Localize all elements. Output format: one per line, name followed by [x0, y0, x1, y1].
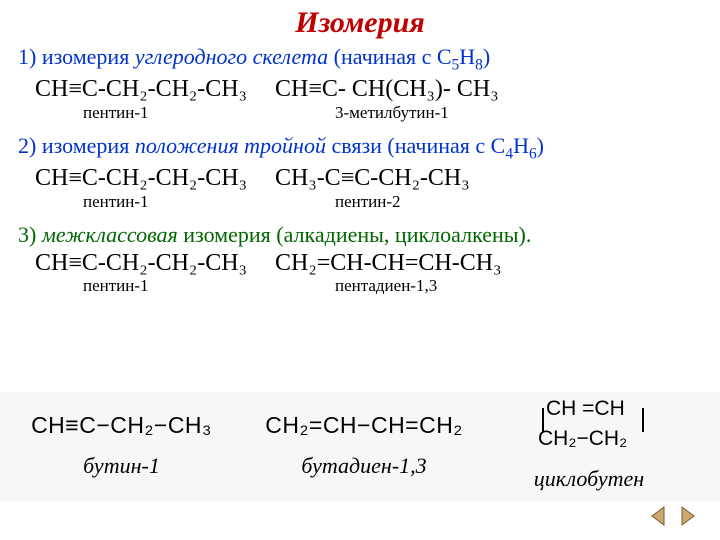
section2-heading: 2) изомерия положения тройной связи (нач…: [0, 123, 720, 165]
section3-heading: 3) межклассовая изомерия (алкадиены, цик…: [0, 212, 720, 250]
section2-end: ): [537, 133, 544, 158]
section3-right-name: пентадиен-1,3: [275, 276, 502, 296]
section1-sub2: 8: [475, 56, 483, 73]
prev-arrow-button[interactable]: [644, 502, 672, 530]
section2-italic: положения тройной: [135, 133, 326, 158]
mol-cyclobutene-structure: CH =CH CH₂−CH₂: [524, 398, 654, 462]
section1-right-name: 3-метилбутин-1: [275, 103, 499, 123]
mol-butyne-formula: CH≡C−CH₂−CH₃: [31, 412, 212, 439]
section1-right-formula: CH≡C- CH(CH₃)- CH₃: [275, 76, 499, 102]
section2-left-formula: CH≡C-CH₂-CH₂-CH₃: [35, 165, 247, 191]
section2-right-formula: CH₃-C≡C-CH₂-CH₃: [275, 165, 470, 191]
mol-butyne-name: бутин-1: [83, 453, 160, 479]
section1-suffix: (начиная с C: [328, 44, 451, 69]
page-title: Изомерия: [0, 0, 720, 40]
mol-butyne: CH≡C−CH₂−CH₃ бутин-1: [14, 398, 229, 479]
section1-heading: 1) изомерия углеродного скелета (начиная…: [0, 40, 720, 76]
section2-right-name: пентин-2: [275, 192, 470, 212]
section3-left-formula: CH≡C-CH₂-CH₂-CH₃: [35, 250, 247, 276]
section1-end: ): [483, 44, 490, 69]
mol-butadiene: CH₂=CH−CH=CH₂ бутадиен-1,3: [229, 398, 499, 479]
section3-right: CH₂=CH-CH=CH-CH₃ пентадиен-1,3: [275, 250, 502, 296]
section2-sub2: 6: [529, 145, 537, 162]
section1-left-formula: CH≡C-CH₂-CH₂-CH₃: [35, 76, 247, 102]
section3-italic: межклассовая: [42, 222, 178, 247]
arrow-right-icon: [676, 504, 700, 528]
section1-left: CH≡C-CH₂-CH₂-CH₃ пентин-1: [35, 76, 247, 122]
section3-formulas: CH≡C-CH₂-CH₂-CH₃ пентин-1 CH₂=CH-CH=CH-C…: [0, 250, 720, 296]
section2-right: CH₃-C≡C-CH₂-CH₃ пентин-2: [275, 165, 470, 211]
section1-prefix: 1) изомерия: [18, 44, 135, 69]
section2-prefix: 2) изомерия: [18, 133, 135, 158]
next-arrow-button[interactable]: [674, 502, 702, 530]
section2-mid: H: [513, 133, 529, 158]
section2-left-name: пентин-1: [35, 192, 247, 212]
bottom-examples: CH≡C−CH₂−CH₃ бутин-1 CH₂=CH−CH=CH₂ бутад…: [0, 392, 720, 502]
mol-cyclobutene-name: циклобутен: [534, 466, 644, 492]
section3-left: CH≡C-CH₂-CH₂-CH₃ пентин-1: [35, 250, 247, 296]
section1-formulas: CH≡C-CH₂-CH₂-CH₃ пентин-1 CH≡C- CH(CH₃)-…: [0, 76, 720, 122]
cyclo-right-bond: [642, 408, 644, 432]
mol-cyclobutene: CH =CH CH₂−CH₂ циклобутен: [499, 398, 679, 492]
section1-right: CH≡C- CH(CH₃)- CH₃ 3-метилбутин-1: [275, 76, 499, 122]
section2-suffix: связи (начиная с C: [326, 133, 505, 158]
section2-sub1: 4: [505, 145, 513, 162]
mol-cyclobutene-bot: CH₂−CH₂: [538, 428, 627, 449]
arrow-left-icon: [646, 504, 670, 528]
section3-left-name: пентин-1: [35, 276, 247, 296]
section2-formulas: CH≡C-CH₂-CH₂-CH₃ пентин-1 CH₃-C≡C-CH₂-CH…: [0, 165, 720, 211]
section1-left-name: пентин-1: [35, 103, 247, 123]
nav-arrows: [644, 502, 702, 530]
mol-butadiene-name: бутадиен-1,3: [301, 453, 426, 479]
section1-italic: углеродного скелета: [135, 44, 328, 69]
mol-butadiene-formula: CH₂=CH−CH=CH₂: [265, 412, 463, 439]
section3-prefix: 3): [18, 222, 42, 247]
section3-right-formula: CH₂=CH-CH=CH-CH₃: [275, 250, 502, 276]
mol-cyclobutene-top: CH =CH: [546, 398, 625, 419]
section1-mid: H: [459, 44, 475, 69]
section3-suffix: изомерия (алкадиены, циклоалкены).: [178, 222, 532, 247]
section2-left: CH≡C-CH₂-CH₂-CH₃ пентин-1: [35, 165, 247, 211]
